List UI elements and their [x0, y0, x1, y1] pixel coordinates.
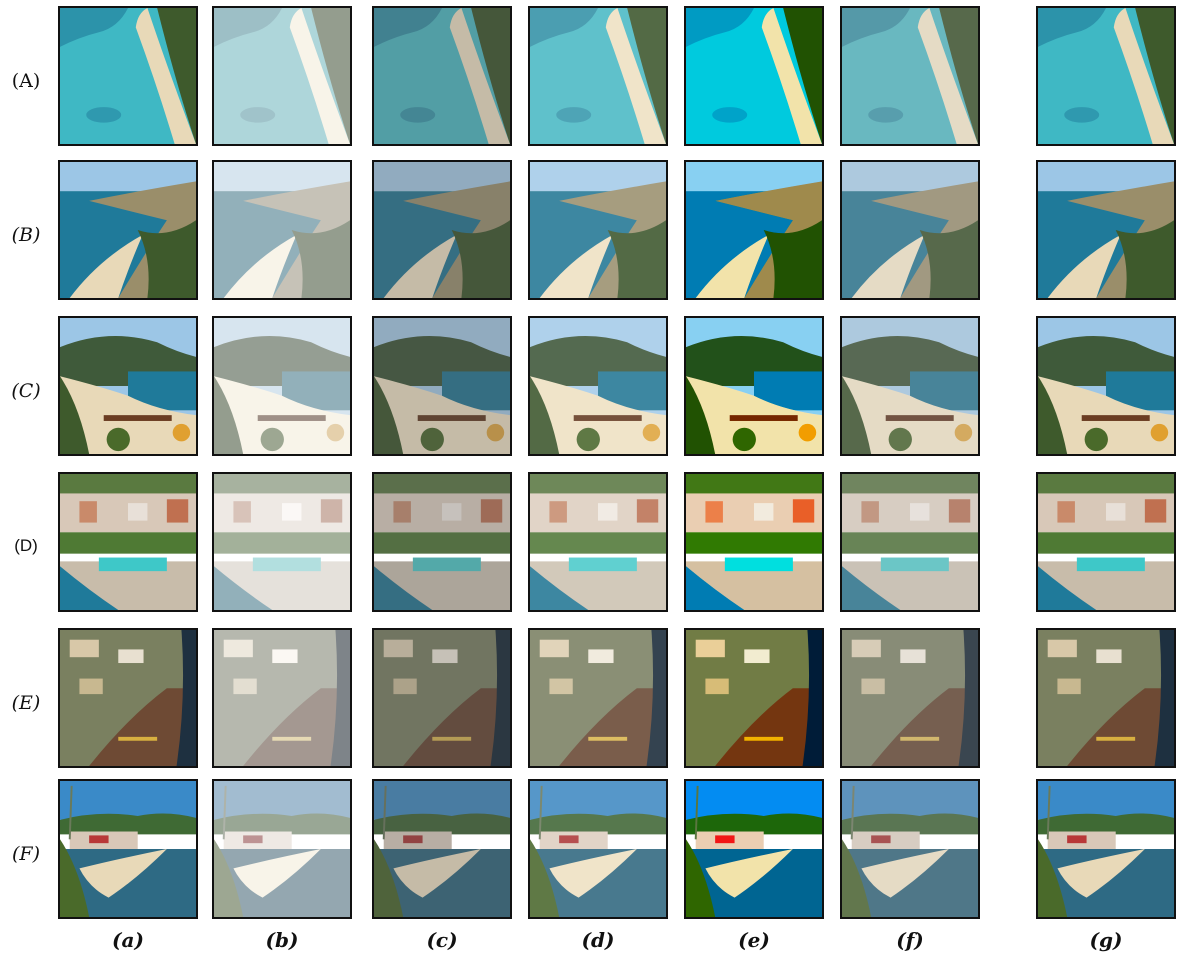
row-label: (B) [11, 224, 41, 246]
image-tile [372, 628, 512, 768]
row-label: (D) [14, 536, 38, 555]
image-tile [58, 628, 198, 768]
image-tile [372, 316, 512, 456]
scene-image [686, 781, 822, 917]
image-tile [840, 6, 980, 146]
scene-image [686, 474, 822, 610]
image-tile [1036, 6, 1176, 146]
scene-image [214, 318, 350, 454]
column-label: (g) [1089, 928, 1123, 952]
scene-image [60, 318, 196, 454]
image-tile [528, 160, 668, 300]
image-tile [840, 316, 980, 456]
image-tile [1036, 779, 1176, 919]
scene-image [686, 630, 822, 766]
scene-image [686, 162, 822, 298]
scene-image [686, 318, 822, 454]
scene-image [842, 318, 978, 454]
image-tile [372, 6, 512, 146]
scene-image [214, 474, 350, 610]
image-tile [1036, 628, 1176, 768]
scene-image [214, 8, 350, 144]
image-tile [58, 472, 198, 612]
image-tile [528, 779, 668, 919]
scene-image [214, 630, 350, 766]
image-tile [528, 628, 668, 768]
scene-image [1038, 474, 1174, 610]
image-tile [212, 160, 352, 300]
image-tile [684, 160, 824, 300]
image-tile [212, 6, 352, 146]
scene-image [374, 162, 510, 298]
scene-image [842, 630, 978, 766]
scene-image [842, 474, 978, 610]
scene-image [530, 474, 666, 610]
scene-image [374, 781, 510, 917]
scene-image [60, 630, 196, 766]
scene-image [374, 8, 510, 144]
row-label: (C) [11, 380, 41, 402]
image-tile [58, 160, 198, 300]
scene-image [60, 474, 196, 610]
row-label: (A) [11, 70, 41, 92]
image-tile [684, 472, 824, 612]
column-label: (a) [112, 928, 144, 952]
column-label: (f) [896, 928, 924, 952]
image-tile [840, 160, 980, 300]
scene-image [530, 318, 666, 454]
scene-image [1038, 781, 1174, 917]
image-tile [212, 316, 352, 456]
scene-image [1038, 162, 1174, 298]
image-tile [1036, 160, 1176, 300]
scene-image [530, 8, 666, 144]
image-tile [372, 160, 512, 300]
column-label: (c) [426, 928, 458, 952]
image-tile [58, 316, 198, 456]
image-tile [212, 779, 352, 919]
scene-image [214, 162, 350, 298]
image-tile [840, 472, 980, 612]
scene-image [374, 630, 510, 766]
row-label: (E) [11, 692, 41, 714]
image-tile [840, 628, 980, 768]
scene-image [214, 781, 350, 917]
column-label: (b) [265, 928, 299, 952]
scene-image [530, 781, 666, 917]
scene-image [842, 162, 978, 298]
scene-image [1038, 8, 1174, 144]
column-label: (e) [738, 928, 770, 952]
image-tile [372, 472, 512, 612]
image-tile [684, 779, 824, 919]
image-tile [528, 472, 668, 612]
image-tile [212, 472, 352, 612]
row-label: (F) [11, 843, 40, 865]
image-tile [684, 6, 824, 146]
scene-image [1038, 318, 1174, 454]
image-tile [684, 628, 824, 768]
image-tile [58, 779, 198, 919]
image-tile [372, 779, 512, 919]
image-tile [1036, 316, 1176, 456]
image-tile [840, 779, 980, 919]
scene-image [686, 8, 822, 144]
image-tile [528, 6, 668, 146]
image-tile [684, 316, 824, 456]
scene-image [374, 318, 510, 454]
scene-image [374, 474, 510, 610]
image-tile [528, 316, 668, 456]
image-tile [1036, 472, 1176, 612]
scene-image [842, 8, 978, 144]
scene-image [530, 630, 666, 766]
scene-image [842, 781, 978, 917]
image-tile [212, 628, 352, 768]
scene-image [60, 162, 196, 298]
scene-image [530, 162, 666, 298]
scene-image [1038, 630, 1174, 766]
image-tile [58, 6, 198, 146]
column-label: (d) [581, 928, 615, 952]
scene-image [60, 8, 196, 144]
scene-image [60, 781, 196, 917]
